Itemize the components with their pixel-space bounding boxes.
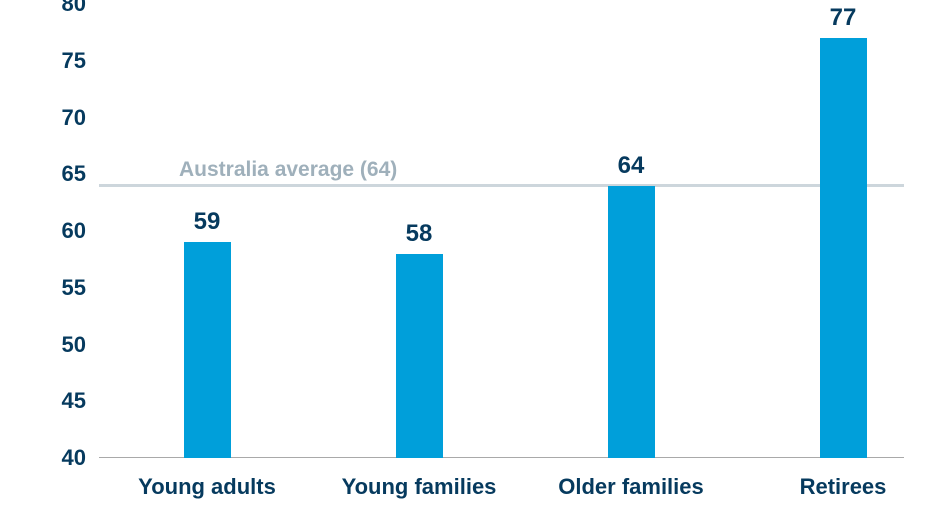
bar — [396, 254, 443, 458]
y-axis-tick-label: 60 — [62, 218, 86, 244]
y-axis-tick-label: 80 — [62, 0, 86, 17]
y-axis-tick-label: 40 — [62, 445, 86, 471]
x-axis-category-label: Young families — [342, 474, 497, 500]
bar — [608, 186, 655, 458]
bar-value-label: 59 — [194, 208, 221, 236]
y-axis-tick-label: 45 — [62, 388, 86, 414]
reference-line — [99, 184, 904, 187]
bar-value-label: 64 — [618, 152, 645, 180]
y-axis-tick-label: 75 — [62, 48, 86, 74]
bar-value-label: 58 — [406, 220, 433, 248]
bar-chart: Australia average (64) 59 58 64 77 40 45 50 55 6… — [0, 0, 926, 510]
y-axis-tick-label: 55 — [62, 275, 86, 301]
plot-area: Australia average (64) 59 58 64 77 — [99, 4, 904, 458]
y-axis-tick-label: 65 — [62, 161, 86, 187]
bar — [184, 242, 231, 458]
y-axis-tick-label: 50 — [62, 332, 86, 358]
bar-value-label: 77 — [830, 4, 857, 32]
bar — [820, 38, 867, 458]
x-axis-category-label: Retirees — [800, 474, 887, 500]
y-axis-tick-label: 70 — [62, 105, 86, 131]
reference-line-label: Australia average (64) — [179, 158, 397, 184]
x-axis-category-label: Older families — [558, 474, 704, 500]
x-axis-category-label: Young adults — [138, 474, 276, 500]
